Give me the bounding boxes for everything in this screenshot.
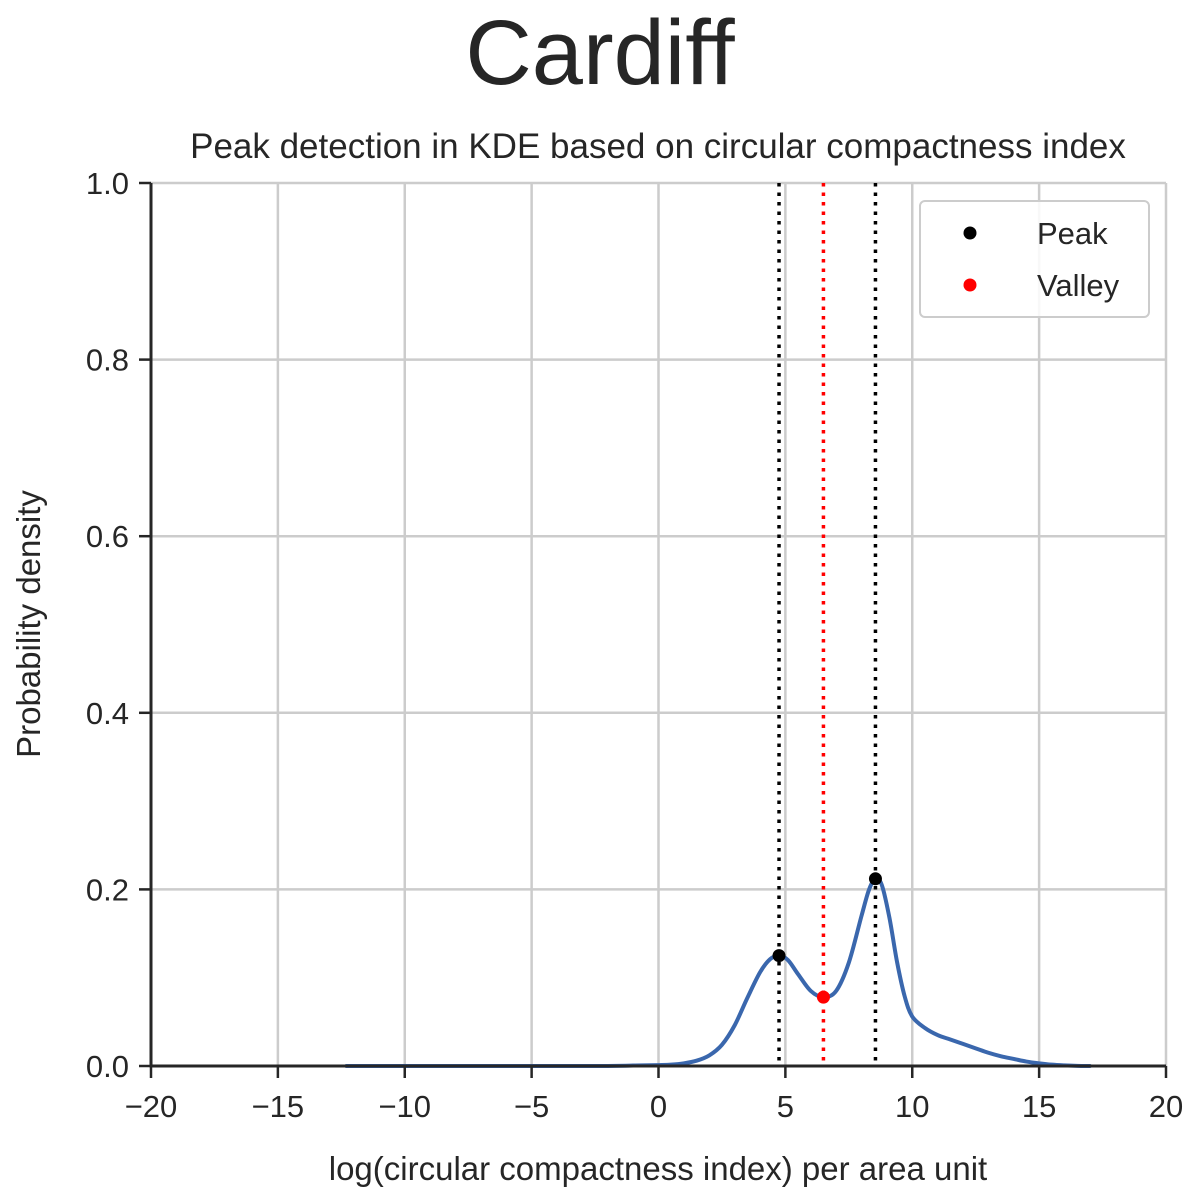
x-tick-label: 15 [1022,1089,1056,1124]
peak-point [869,872,882,885]
markers [773,872,882,1003]
legend-label-valley: Valley [1037,268,1120,303]
x-tick-label: −10 [378,1089,431,1124]
y-tick-label: 0.0 [86,1049,129,1084]
x-tick-label: 10 [895,1089,929,1124]
x-axis-label: log(circular compactness index) per area… [329,1150,987,1187]
x-tick-label: 0 [650,1089,667,1124]
peak-point [773,949,786,962]
chart-title: Peak detection in KDE based on circular … [190,127,1126,166]
x-tick-label: −15 [252,1089,305,1124]
y-tick-label: 0.2 [86,872,129,907]
y-axis-label: Probability density [10,490,47,758]
kde-line [346,879,1089,1066]
legend: Peak Valley [920,201,1149,317]
valley-point [817,991,830,1004]
x-tick-label: 5 [777,1089,794,1124]
x-tick-label: −5 [514,1089,549,1124]
legend-marker-valley [964,279,977,292]
chart-suptitle: Cardiff [465,2,735,104]
reference-lines [779,183,875,1066]
y-tick-label: 0.8 [86,343,129,378]
y-tick-label: 0.4 [86,696,129,731]
series [346,879,1089,1066]
legend-marker-peak [964,227,977,240]
y-tick-label: 0.6 [86,519,129,554]
y-axis: 0.0 0.2 0.4 0.6 0.8 1.0 [86,166,151,1084]
legend-label-peak: Peak [1037,216,1108,251]
x-tick-label: −20 [125,1089,178,1124]
x-tick-label: 20 [1149,1089,1183,1124]
x-axis: −20 −15 −10 −5 0 5 10 15 20 [125,1066,1184,1124]
y-tick-label: 1.0 [86,166,129,201]
